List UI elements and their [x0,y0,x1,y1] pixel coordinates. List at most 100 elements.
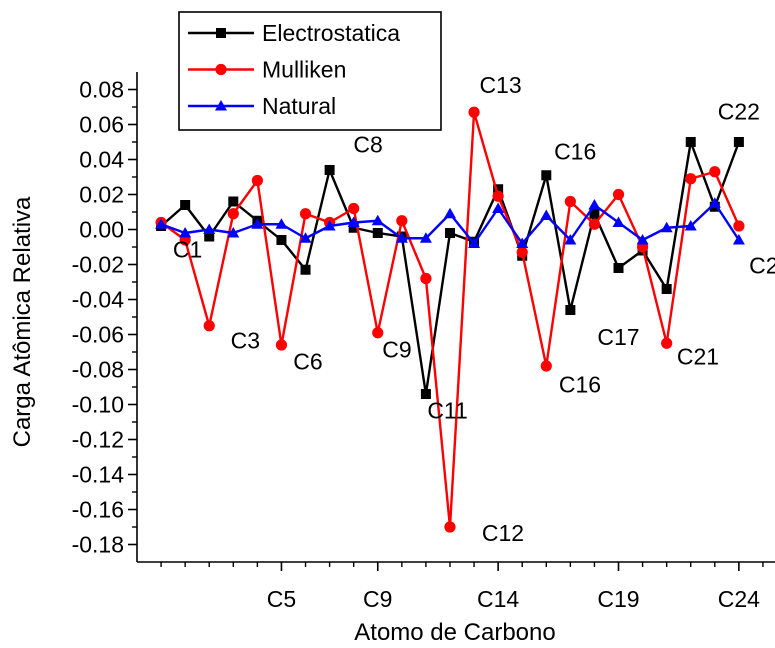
data-point [660,221,673,233]
data-point [371,214,384,226]
data-point [540,360,552,372]
data-point [323,220,336,231]
y-tick-label: -0.16 [72,497,124,523]
data-point [227,208,239,220]
data-point [636,234,649,245]
data-point [661,337,673,349]
point-label: C1 [173,237,202,263]
legend-label: Natural [262,93,336,119]
point-label: C12 [482,520,524,546]
data-point [216,28,226,38]
data-point [395,232,408,243]
data-point [348,202,360,215]
legend-label: Mulliken [262,57,346,83]
point-label: C16 [554,139,596,165]
data-point [708,197,721,208]
legend-item-natural: Natural [188,93,336,119]
point-label: C22 [718,98,760,124]
point-label: C17 [597,324,639,350]
data-point [215,100,227,111]
data-point [215,63,227,76]
data-point [372,228,383,238]
data-point [228,196,239,207]
data-point [733,220,745,232]
data-point [372,327,384,339]
legend-item-electrostatica: Electrostatica [188,20,400,46]
data-point [468,237,481,248]
data-point [733,137,744,147]
point-label: C11 [427,398,468,424]
data-point [180,200,191,210]
data-point [444,228,455,238]
data-point [732,234,745,245]
data-point [612,216,625,227]
data-point [588,218,601,230]
point-label: C6 [293,349,322,375]
data-point [565,305,576,315]
data-point [564,195,576,208]
data-point [589,208,600,219]
data-point [685,137,696,147]
series-natural [155,197,745,248]
x-tick-label: C24 [718,586,760,612]
data-point [251,174,263,187]
series-layer [155,106,745,533]
data-point [300,264,311,275]
data-point [299,232,312,243]
data-point [347,216,360,227]
data-point [564,234,577,245]
y-tick-label: 0.00 [79,217,124,243]
legend-label: Electrostatica [262,20,400,46]
data-point [251,218,264,229]
data-point [588,199,601,210]
data-point [540,209,553,220]
legend-item-mulliken: Mulliken [188,57,346,83]
data-point [516,237,529,248]
point-label: C13 [479,72,521,98]
point-label: C21 [677,343,719,369]
series-line [160,140,741,396]
data-point [299,208,312,220]
data-point [492,190,504,202]
data-point [420,389,431,399]
y-tick-label: -0.08 [72,357,124,383]
data-point [275,218,288,229]
x-tick-label: C19 [597,586,639,612]
data-point [203,320,215,332]
point-label: C3 [231,328,260,354]
data-point [613,263,624,273]
data-point [685,173,697,185]
data-point [420,272,432,285]
data-point [661,284,672,294]
data-point [541,170,552,181]
y-tick-label: 0.06 [79,112,124,138]
point-label: C16 [559,371,601,397]
data-point [684,220,697,231]
y-tick-label: -0.10 [72,392,124,418]
data-point [516,246,528,258]
y-tick-label: -0.02 [72,252,124,278]
x-axis-label: Atomo de Carbono [354,619,555,646]
y-tick-label: -0.14 [72,462,125,488]
x-tick-label: C5 [267,586,296,612]
point-label: C24 [749,252,775,278]
legend: Electrostatica Mulliken Natural [178,11,442,131]
data-point [203,223,216,234]
y-axis-label: Carga Atômica Relativa [9,196,36,447]
data-point [612,188,625,201]
data-point [419,232,432,243]
data-point [275,339,288,351]
annotations: C1 C3 C6 C8 C9 C11 C12 C13 C16 C16 C17 C21 C22 C24 [173,72,775,546]
data-point [709,166,721,178]
data-point [444,521,456,533]
data-point [348,222,359,233]
point-label: C8 [353,132,382,158]
data-point [155,218,168,229]
data-point [204,231,215,242]
y-tick-label: 0.02 [79,182,124,208]
y-tick-label: 0.04 [79,147,124,173]
point-label: C9 [382,336,411,362]
data-point [468,106,480,118]
series-line [160,111,740,529]
